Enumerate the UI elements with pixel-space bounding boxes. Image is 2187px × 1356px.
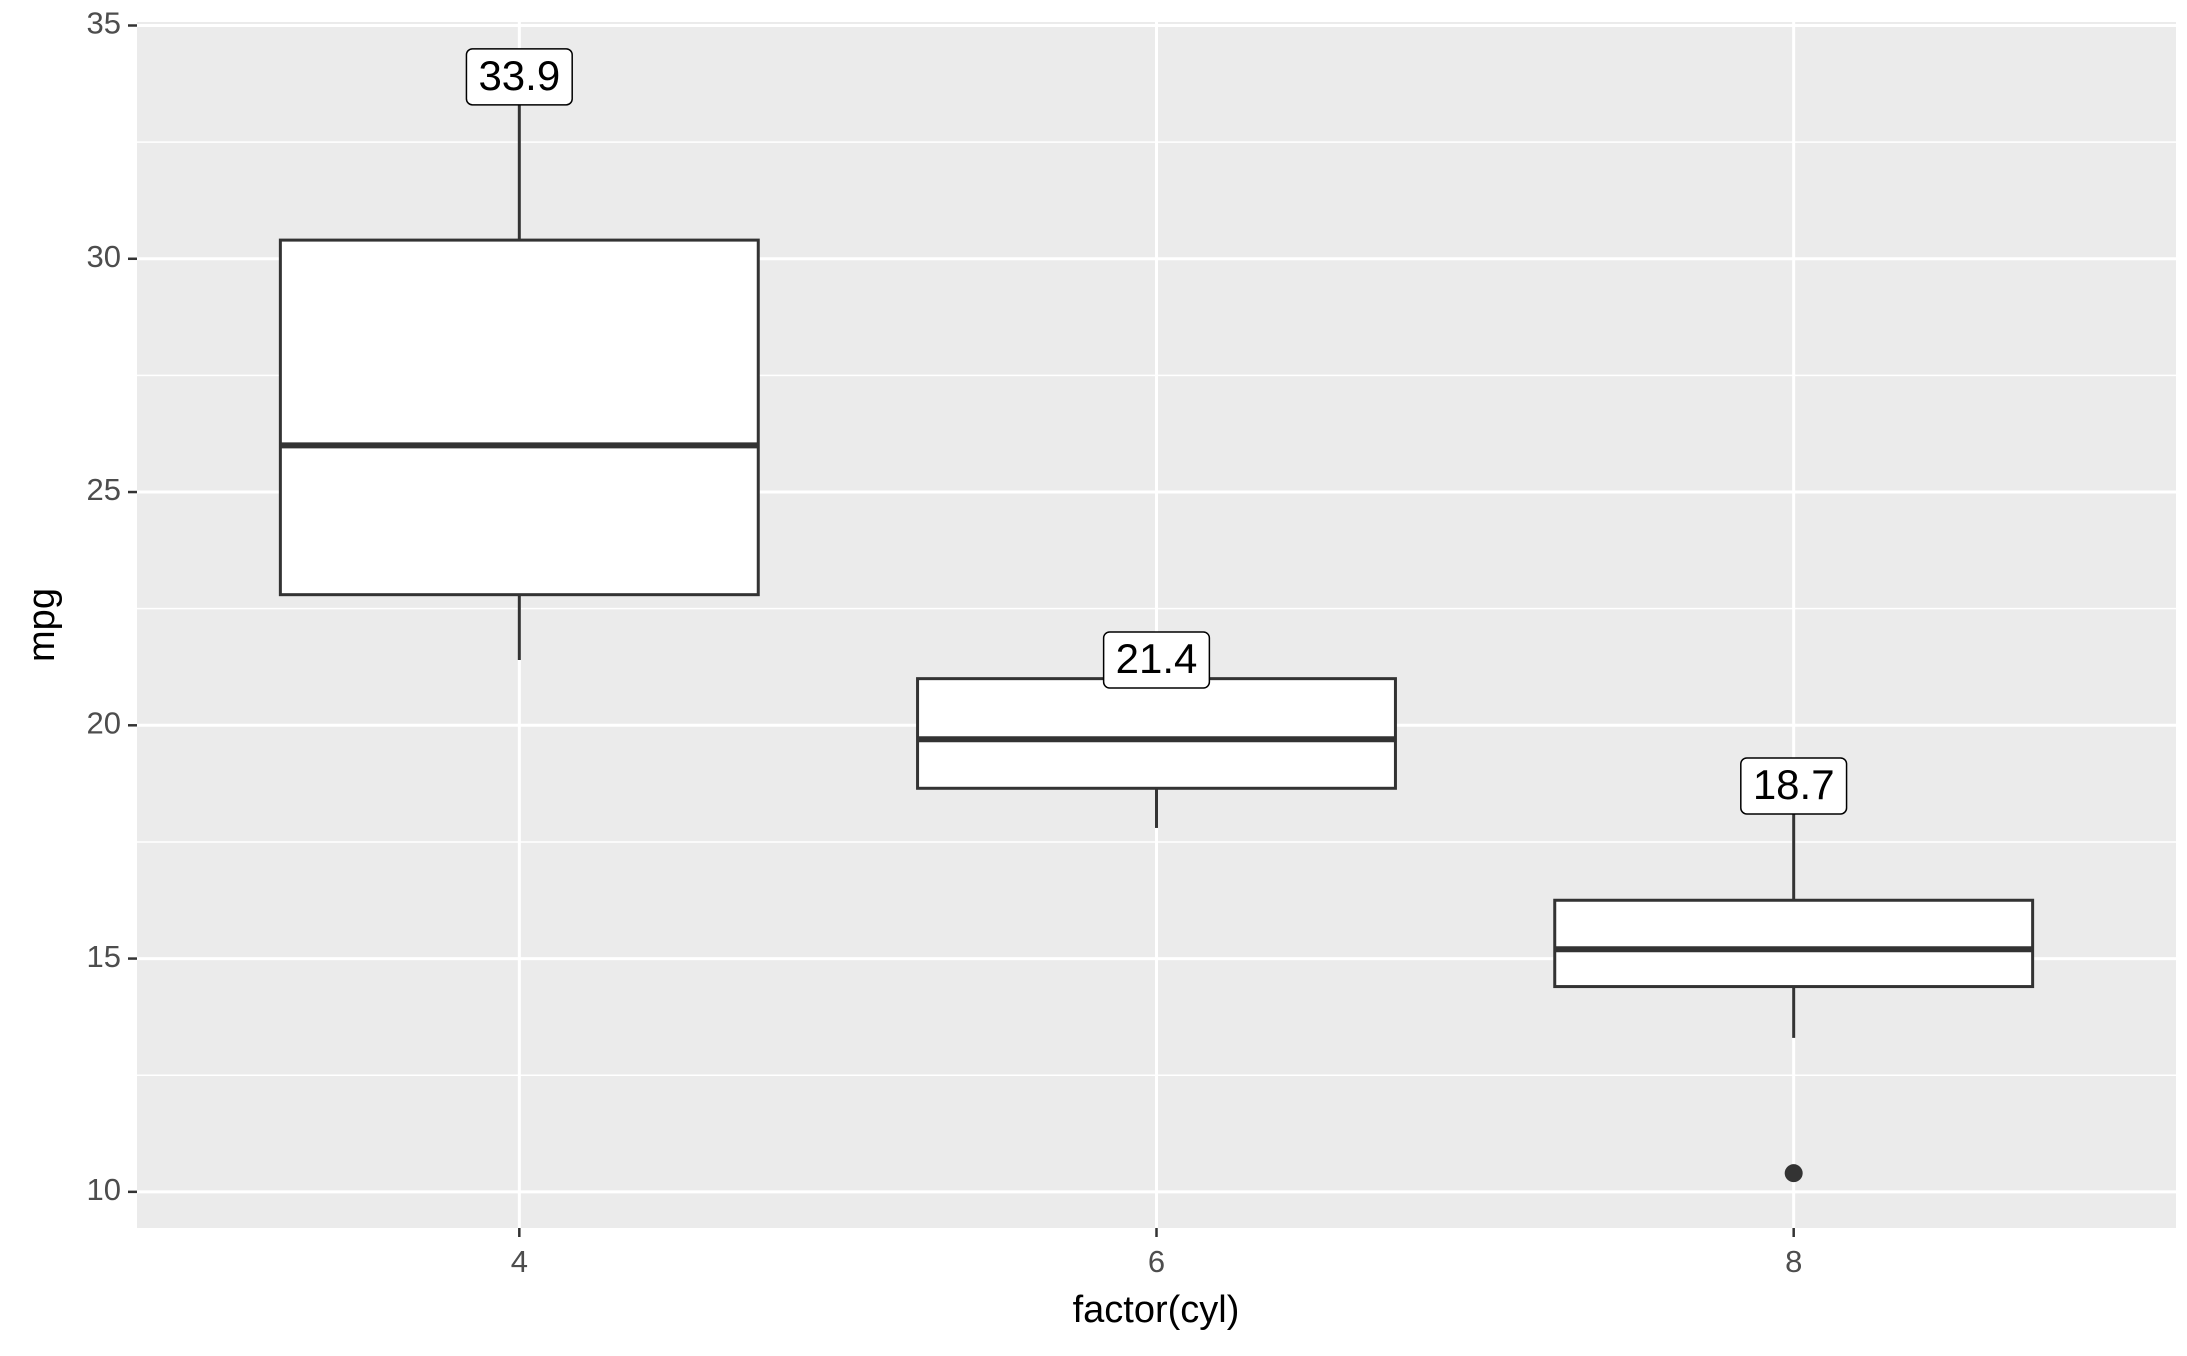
value-label-box xyxy=(465,48,573,106)
value-label-text: 21.4 xyxy=(1116,635,1198,682)
y-axis-title: mpg xyxy=(21,588,63,662)
value-label: 21.4 xyxy=(1102,631,1211,689)
y-tick-label: 35 xyxy=(87,6,121,41)
box xyxy=(278,238,760,597)
x-tick-label: 6 xyxy=(1148,1244,1165,1279)
outlier xyxy=(1784,1164,1803,1183)
value-label: 18.7 xyxy=(1740,757,1848,815)
y-tick-label: 30 xyxy=(87,239,121,274)
x-tick-label: 8 xyxy=(1785,1244,1802,1279)
value-label: 33.9 xyxy=(465,48,573,106)
box xyxy=(1553,898,2035,989)
box xyxy=(916,677,1397,790)
value-label-box xyxy=(1740,757,1848,815)
x-axis-title: factor(cyl) xyxy=(1073,1289,1240,1331)
x-tick-label: 4 xyxy=(511,1244,528,1279)
value-label-box xyxy=(1102,631,1211,689)
y-tick-label: 20 xyxy=(87,705,121,740)
value-label-text: 33.9 xyxy=(478,52,560,99)
value-label-text: 18.7 xyxy=(1753,761,1835,808)
y-tick-label: 15 xyxy=(87,939,121,974)
y-tick-label: 10 xyxy=(87,1172,121,1207)
y-tick-label: 25 xyxy=(87,472,121,507)
